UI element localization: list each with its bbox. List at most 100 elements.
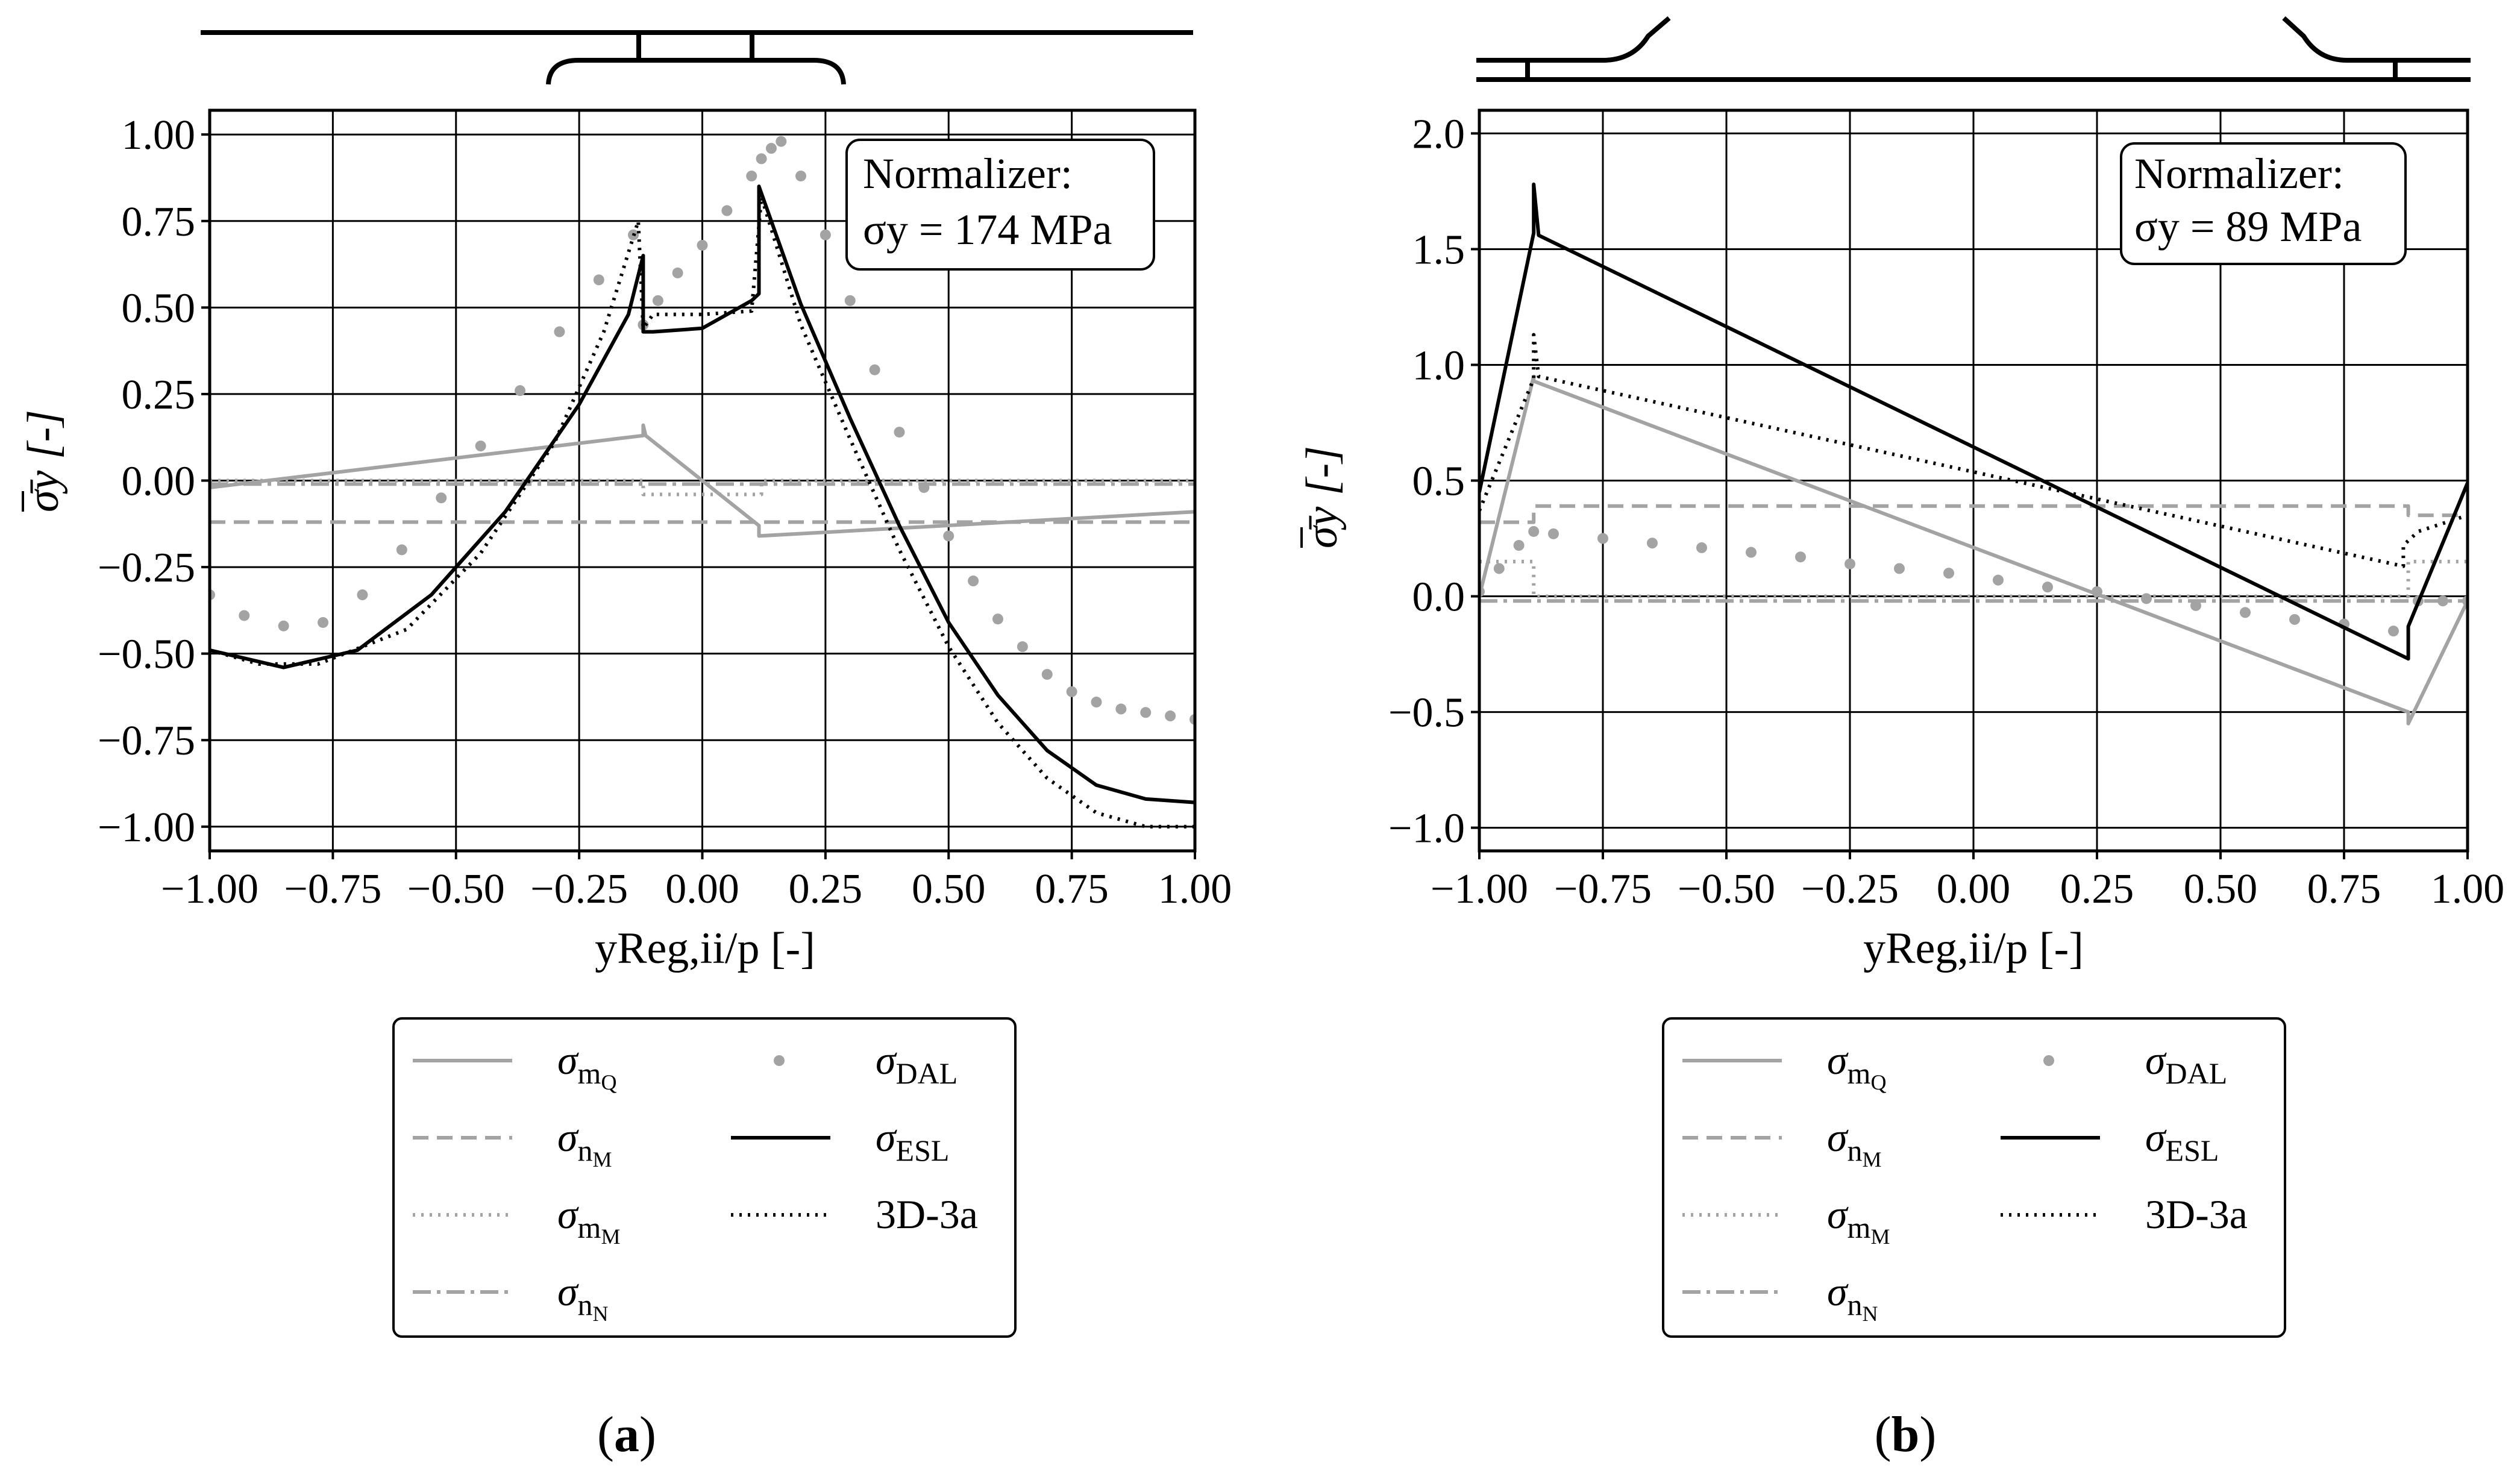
data-point-sigma-dal-b-9 [1795, 551, 1806, 563]
y-axis-label-text-b: σ̄y [-] [1297, 446, 1347, 548]
structure-sketch-a [201, 30, 1193, 85]
data-point-sigma-dal-b-8 [1746, 547, 1757, 558]
series-sigma-dal-b [1479, 525, 2468, 637]
data-point-sigma-dal-b-3 [1528, 525, 1540, 537]
y-axis-label-b: σ̄y [-] [1297, 446, 1347, 548]
data-point-sigma-dal-a-4 [357, 589, 368, 601]
legend-rows-a: σmQ σnM σmM σnN σDAL σESL 3D-3a [413, 1037, 978, 1326]
structure-sketch-b [1476, 16, 2471, 82]
panel-a: −1.00 −0.75 −0.50 −0.25 0.00 0.25 0.50 0.75 1.00… [19, 30, 1232, 1463]
data-point-sigma-dal-b-4 [1548, 528, 1559, 539]
data-point-sigma-dal-b-21 [2388, 626, 2399, 637]
data-point-sigma-dal-a-28 [968, 575, 979, 587]
x-axis-label-b: yReg,ii/p [-] [1863, 924, 2084, 973]
data-point-sigma-dal-a-33 [1091, 697, 1102, 708]
y-tick-label-a-4: 0.00 [122, 459, 196, 505]
legend-label-sigma-mm-b: σmM [1827, 1191, 1890, 1249]
data-point-sigma-dal-a-16 [721, 205, 733, 216]
normalizer-title-b: Normalizer: [2134, 149, 2344, 198]
y-tick-label-a-1: 0.75 [122, 199, 196, 245]
data-point-sigma-dal-a-21 [795, 171, 806, 182]
subfigure-label-a: (a) [597, 1406, 656, 1463]
y-tick-label-a-6: −0.50 [98, 632, 195, 678]
data-point-sigma-dal-a-27 [943, 530, 954, 542]
data-point-sigma-dal-b-17 [2190, 600, 2201, 611]
series-sigma-esl-b [1479, 182, 2468, 661]
data-point-sigma-dal-a-7 [475, 441, 486, 452]
x-tick-label-a-8: 1.00 [1158, 866, 1232, 912]
data-point-sigma-dal-b-12 [1943, 568, 1954, 579]
x-tick-label-b-6: 0.50 [2184, 866, 2258, 912]
data-point-sigma-dal-a-30 [1017, 641, 1028, 653]
legend-label-sigma-mq-b: σmQ [1827, 1037, 1886, 1094]
y-ticks-a: 1.00 0.75 0.50 0.25 0.00 −0.25 −0.50 −0.75 −1.00 [98, 112, 210, 851]
data-point-sigma-dal-b-1 [1493, 563, 1505, 574]
data-point-sigma-dal-b-6 [1647, 538, 1658, 549]
panel-b: −1.00 −0.75 −0.50 −0.25 0.00 0.25 0.50 0.75 1.00… [1297, 16, 2504, 1463]
x-ticks-b: −1.00 −0.75 −0.50 −0.25 0.00 0.25 0.50 0.75 1.00 [1431, 851, 2504, 912]
data-point-sigma-dal-a-19 [765, 143, 777, 154]
y-tick-label-b-6: −1.0 [1388, 806, 1465, 852]
legend-label-sigma-esl-b: σESL [2145, 1114, 2219, 1167]
data-point-sigma-dal-a-9 [554, 326, 565, 337]
data-point-sigma-dal-a-35 [1140, 707, 1152, 718]
y-ticks-b: 2.0 1.5 1.0 0.5 0.0 −0.5 −1.0 [1388, 111, 1479, 852]
x-tick-label-a-3: −0.25 [530, 866, 628, 912]
series-group-b [1479, 182, 2468, 726]
series-sigma-esl-a [210, 184, 1195, 804]
y-tick-label-b-3: 0.5 [1412, 459, 1465, 505]
y-tick-label-b-4: 0.0 [1412, 574, 1465, 621]
legend-label-sigma-nm-b: σnM [1827, 1114, 1882, 1171]
y-tick-label-a-0: 1.00 [122, 112, 196, 158]
data-point-sigma-dal-a-25 [894, 427, 905, 438]
x-tick-label-a-5: 0.25 [789, 866, 863, 912]
data-point-sigma-dal-b-14 [2042, 582, 2053, 593]
data-point-sigma-dal-a-32 [1066, 686, 1077, 697]
series-sigma-nm-b [1479, 504, 2468, 524]
data-point-sigma-dal-a-18 [756, 153, 767, 165]
data-point-sigma-dal-b-5 [1597, 533, 1608, 544]
series-group-a [210, 136, 1195, 829]
legend-label-sigma-dal-b: σDAL [2145, 1037, 2227, 1090]
legend-label-sigma-mq-a: σmQ [557, 1037, 616, 1094]
data-point-sigma-dal-a-8 [515, 385, 526, 397]
data-point-sigma-dal-a-23 [844, 295, 856, 306]
normalizer-box-b: Normalizer: σy = 89 MPa [2120, 142, 2407, 265]
x-tick-label-a-1: −0.75 [284, 866, 381, 912]
data-point-sigma-dal-b-18 [2240, 607, 2251, 618]
data-point-sigma-dal-b-7 [1696, 542, 1707, 553]
data-point-sigma-dal-a-17 [746, 171, 757, 182]
subfigure-label-b: (b) [1875, 1406, 1937, 1463]
data-point-sigma-dal-a-31 [1041, 669, 1053, 680]
data-point-sigma-dal-a-26 [918, 481, 930, 493]
data-point-sigma-dal-b-19 [2289, 613, 2300, 625]
y-tick-label-a-3: 0.25 [122, 372, 196, 418]
data-point-sigma-dal-b-16 [2141, 593, 2152, 604]
legend-label-sigma-dal-a: σDAL [876, 1037, 958, 1090]
data-point-sigma-dal-a-6 [436, 492, 447, 504]
data-point-sigma-dal-a-10 [593, 274, 604, 286]
data-point-sigma-dal-a-14 [672, 267, 683, 278]
x-tick-label-a-0: −1.00 [161, 866, 259, 912]
x-tick-label-b-8: 1.00 [2431, 866, 2505, 912]
x-tick-label-b-3: −0.25 [1801, 866, 1899, 912]
y-tick-label-a-7: −0.75 [98, 718, 195, 764]
normalizer-value-b: σy = 89 MPa [2134, 202, 2362, 251]
data-point-sigma-dal-a-1 [239, 610, 250, 621]
y-tick-label-b-0: 2.0 [1412, 111, 1465, 157]
legend-rows-b: σmQ σnM σmM σnN σDAL σESL 3D-3a [1682, 1037, 2248, 1326]
x-tick-label-a-6: 0.50 [912, 866, 986, 912]
legend-label-sigma-nn-a: σnN [557, 1268, 609, 1326]
legend-label-sigma-nm-a: σnM [557, 1114, 612, 1171]
data-point-sigma-dal-b-10 [1845, 558, 1855, 569]
data-point-sigma-dal-b-13 [1993, 574, 2004, 586]
x-tick-label-b-2: −0.50 [1678, 866, 1775, 912]
x-tick-label-b-1: −0.75 [1554, 866, 1652, 912]
series-sigma-mq-b [1479, 374, 2468, 726]
y-axis-label-a: σ̄y [-] [19, 410, 68, 512]
x-tick-label-b-5: 0.25 [2060, 866, 2134, 912]
legend-label-sigma-esl-a: σESL [876, 1114, 949, 1167]
normalizer-value-a: σy = 174 MPa [863, 205, 1112, 254]
data-point-sigma-dal-a-29 [992, 613, 1003, 625]
